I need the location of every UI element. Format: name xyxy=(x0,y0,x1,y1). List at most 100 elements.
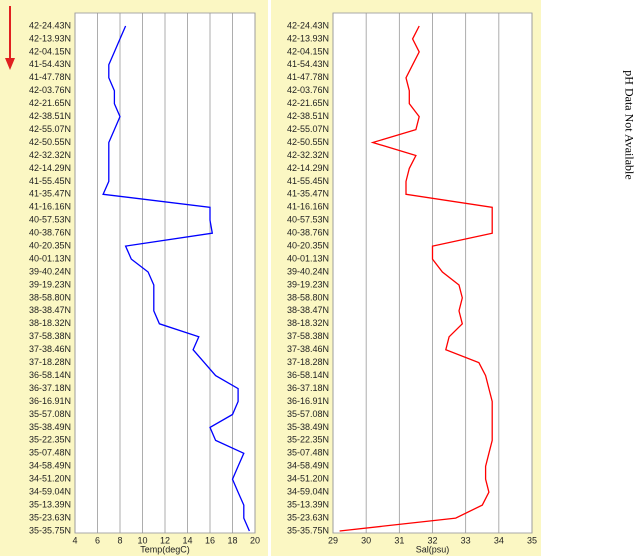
y-tick-label: 40-57.53N xyxy=(287,215,329,225)
y-tick-label: 41-54.43N xyxy=(287,59,329,69)
x-tick-label: 32 xyxy=(427,535,437,545)
y-tick-label: 36-16.91N xyxy=(287,396,329,406)
y-tick-label: 40-38.76N xyxy=(29,228,71,238)
y-tick-label: 38-58.80N xyxy=(29,292,71,302)
y-tick-label: 42-24.43N xyxy=(287,20,329,30)
y-tick-label: 36-58.14N xyxy=(287,370,329,380)
y-tick-label: 42-14.29N xyxy=(29,163,71,173)
arrow-head xyxy=(5,58,15,70)
y-tick-label: 42-13.93N xyxy=(287,33,329,43)
y-tick-label: 36-58.14N xyxy=(29,370,71,380)
y-tick-label: 36-16.91N xyxy=(29,396,71,406)
y-tick-label: 41-35.47N xyxy=(29,189,71,199)
y-tick-label: 35-22.35N xyxy=(29,435,71,445)
x-tick-label: 30 xyxy=(361,535,371,545)
y-tick-label: 35-22.35N xyxy=(287,435,329,445)
y-tick-label: 42-50.55N xyxy=(29,137,71,147)
y-tick-label: 34-51.20N xyxy=(287,474,329,484)
x-tick-label: 16 xyxy=(205,535,215,545)
y-tick-label: 42-55.07N xyxy=(29,124,71,134)
y-tick-label: 35-35.75N xyxy=(29,525,71,535)
y-tick-label: 38-18.32N xyxy=(287,318,329,328)
y-tick-label: 34-59.04N xyxy=(287,487,329,497)
y-tick-label: 34-58.49N xyxy=(287,461,329,471)
x-tick-label: 20 xyxy=(250,535,260,545)
y-tick-label: 42-38.51N xyxy=(29,111,71,121)
y-tick-label: 40-57.53N xyxy=(29,215,71,225)
y-tick-label: 37-38.46N xyxy=(287,344,329,354)
x-tick-label: 12 xyxy=(160,535,170,545)
y-tick-label: 34-58.49N xyxy=(29,461,71,471)
y-tick-label: 42-24.43N xyxy=(29,20,71,30)
y-tick-label: 35-38.49N xyxy=(287,422,329,432)
y-tick-label: 36-37.18N xyxy=(29,383,71,393)
y-tick-label: 41-55.45N xyxy=(287,176,329,186)
y-tick-label: 42-38.51N xyxy=(287,111,329,121)
y-tick-label: 35-07.48N xyxy=(29,448,71,458)
x-tick-label: 31 xyxy=(394,535,404,545)
y-tick-label: 40-20.35N xyxy=(287,241,329,251)
y-tick-label: 42-55.07N xyxy=(287,124,329,134)
y-tick-label: 35-13.39N xyxy=(287,499,329,509)
y-tick-label: 41-47.78N xyxy=(29,72,71,82)
y-tick-label: 41-35.47N xyxy=(287,189,329,199)
y-tick-label: 41-54.43N xyxy=(29,59,71,69)
y-tick-label: 38-38.47N xyxy=(29,305,71,315)
y-tick-label: 35-35.75N xyxy=(287,525,329,535)
y-tick-label: 35-57.08N xyxy=(29,409,71,419)
x-tick-label: 6 xyxy=(95,535,100,545)
y-tick-label: 37-58.38N xyxy=(29,331,71,341)
y-tick-label: 42-50.55N xyxy=(287,137,329,147)
x-tick-label: 34 xyxy=(494,535,504,545)
y-tick-label: 39-19.23N xyxy=(287,279,329,289)
y-tick-label: 38-58.80N xyxy=(287,292,329,302)
y-tick-label: 42-04.15N xyxy=(29,46,71,56)
y-tick-label: 39-19.23N xyxy=(29,279,71,289)
x-axis-label: Sal(psu) xyxy=(416,544,450,554)
chart-panel: 29 30 31 32 33 34 35 Sal(psu) 42-24.43N 42-13.93N… xyxy=(271,0,541,556)
y-tick-label: 42-03.76N xyxy=(29,85,71,95)
x-tick-label: 18 xyxy=(227,535,237,545)
y-tick-label: 42-03.76N xyxy=(287,85,329,95)
y-tick-label: 40-01.13N xyxy=(287,253,329,263)
data-line xyxy=(102,25,250,532)
y-tick-label: 35-57.08N xyxy=(287,409,329,419)
y-tick-label: 36-37.18N xyxy=(287,383,329,393)
y-tick-label: 38-18.32N xyxy=(29,318,71,328)
y-tick-label: 37-18.28N xyxy=(29,357,71,367)
chart-panel: 4 6 8 10 12 14 16 18 20 Temp(degC) 42-24.43N 42-13.… xyxy=(0,0,268,556)
y-tick-label: 40-20.35N xyxy=(29,241,71,251)
y-tick-label: 41-55.45N xyxy=(29,176,71,186)
y-tick-label: 41-47.78N xyxy=(287,72,329,82)
x-tick-label: 14 xyxy=(182,535,192,545)
x-tick-label: 10 xyxy=(137,535,147,545)
y-tick-label: 37-38.46N xyxy=(29,344,71,354)
x-tick-label: 8 xyxy=(117,535,122,545)
x-axis-label: Temp(degC) xyxy=(140,544,190,554)
x-tick-label: 29 xyxy=(328,535,338,545)
y-tick-label: 39-40.24N xyxy=(29,266,71,276)
y-tick-label: 37-18.28N xyxy=(287,357,329,367)
y-tick-label: 41-16.16N xyxy=(287,202,329,212)
x-tick-label: 33 xyxy=(461,535,471,545)
y-tick-label: 38-38.47N xyxy=(287,305,329,315)
y-tick-label: 42-13.93N xyxy=(29,33,71,43)
y-tick-label: 42-04.15N xyxy=(287,46,329,56)
y-tick-label: 35-23.63N xyxy=(287,512,329,522)
y-tick-label: 37-58.38N xyxy=(287,331,329,341)
y-tick-label: 35-23.63N xyxy=(29,512,71,522)
y-tick-label: 40-38.76N xyxy=(287,228,329,238)
y-tick-label: 40-01.13N xyxy=(29,253,71,263)
y-tick-label: 41-16.16N xyxy=(29,202,71,212)
y-tick-label: 42-32.32N xyxy=(29,150,71,160)
y-tick-label: 34-51.20N xyxy=(29,474,71,484)
y-tick-label: 35-07.48N xyxy=(287,448,329,458)
x-tick-label: 35 xyxy=(527,535,537,545)
y-tick-label: 35-13.39N xyxy=(29,499,71,509)
y-tick-label: 34-59.04N xyxy=(29,487,71,497)
x-tick-label: 4 xyxy=(72,535,77,545)
y-tick-label: 39-40.24N xyxy=(287,266,329,276)
y-tick-label: 42-14.29N xyxy=(287,163,329,173)
data-line xyxy=(339,25,493,532)
